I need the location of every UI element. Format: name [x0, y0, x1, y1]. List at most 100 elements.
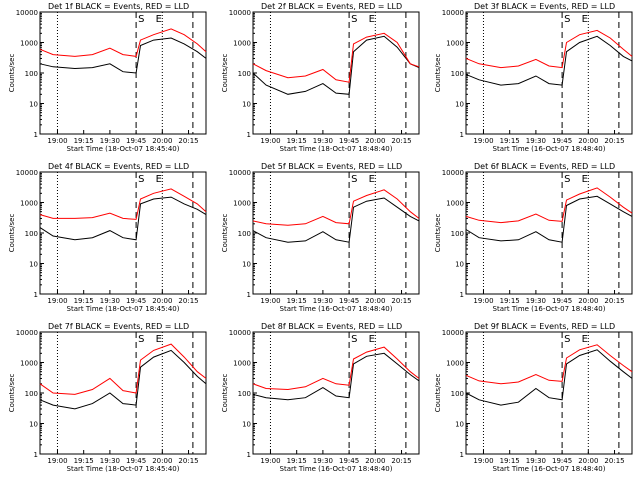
- x-tick-label: 20:00: [578, 137, 598, 145]
- y-axis-label: Counts/sec: [221, 214, 229, 253]
- x-tick-label: 19:45: [126, 457, 146, 465]
- x-axis-label: Start Time (18-Oct-07 18:45:40): [67, 465, 180, 473]
- x-tick-label: 19:45: [552, 457, 572, 465]
- annotation-s: S: [138, 334, 144, 345]
- series-events-line: [252, 35, 420, 95]
- panel-det-2: Det 2f BLACK = Events, RED = LLD 1 10 100 10…: [221, 2, 420, 153]
- panel-title: Det 4f BLACK = Events, RED = LLD: [48, 162, 189, 171]
- x-tick-label: 19:15: [287, 297, 307, 305]
- y-axis-label: Counts/sec: [8, 54, 16, 93]
- x-tick-label: 19:00: [260, 137, 280, 145]
- y-tick-label: 100: [238, 390, 251, 398]
- x-tick-label: 19:15: [74, 297, 94, 305]
- x-tick-label: 19:15: [74, 137, 94, 145]
- x-tick-label: 19:15: [500, 297, 520, 305]
- x-tick-label: 19:15: [500, 137, 520, 145]
- y-tick-label: 10000: [16, 329, 38, 337]
- y-tick-label: 100: [25, 390, 38, 398]
- series-lld-line: [252, 189, 420, 226]
- panel-det-5: Det 5f BLACK = Events, RED = LLD 1 10 100 10…: [221, 162, 420, 313]
- x-tick-label: 19:00: [473, 297, 493, 305]
- y-tick-label: 1: [460, 131, 464, 139]
- series-lld-line: [252, 32, 420, 83]
- x-tick-label: 19:15: [287, 457, 307, 465]
- y-tick-label: 10: [455, 421, 464, 429]
- x-axis-label: Start Time (16-Oct-07 18:48:40): [493, 465, 606, 473]
- y-tick-label: 1: [247, 291, 251, 299]
- series-events-line: [465, 35, 633, 86]
- x-tick-label: 20:00: [365, 457, 385, 465]
- x-tick-label: 19:30: [313, 297, 333, 305]
- y-tick-label: 10000: [229, 9, 251, 17]
- y-tick-label: 1000: [20, 40, 38, 48]
- series-events-line: [39, 37, 207, 74]
- x-axis-label: Start Time (18-Oct-07 18:45:40): [67, 145, 180, 153]
- x-tick-label: 19:45: [126, 297, 146, 305]
- y-axis-label: Counts/sec: [434, 54, 442, 93]
- y-tick-label: 10000: [229, 169, 251, 177]
- x-tick-label: 20:00: [365, 297, 385, 305]
- y-tick-label: 1000: [233, 360, 251, 368]
- y-axis-label: Counts/sec: [434, 374, 442, 413]
- series-events-line: [252, 197, 420, 243]
- y-tick-label: 10: [455, 261, 464, 269]
- y-tick-label: 10: [242, 421, 251, 429]
- x-tick-label: 20:00: [365, 137, 385, 145]
- y-tick-label: 10: [242, 261, 251, 269]
- x-axis-label: Start Time (18-Oct-07 18:48:40): [280, 145, 393, 153]
- panel-title: Det 6f BLACK = Events, RED = LLD: [474, 162, 615, 171]
- y-axis-label: Counts/sec: [8, 214, 16, 253]
- x-tick-label: 19:15: [74, 457, 94, 465]
- x-axis-label: Start Time (16-Oct-07 18:48:40): [280, 465, 393, 473]
- y-tick-label: 1000: [233, 200, 251, 208]
- annotation-s: S: [351, 334, 357, 345]
- annotation-s: S: [138, 174, 144, 185]
- annotation-e: E: [156, 174, 162, 185]
- annotation-e: E: [582, 174, 588, 185]
- x-tick-label: 19:45: [339, 457, 359, 465]
- x-tick-label: 20:00: [152, 457, 172, 465]
- x-tick-label: 19:00: [47, 457, 67, 465]
- x-tick-label: 20:15: [178, 137, 198, 145]
- series-lld-line: [39, 28, 207, 57]
- y-tick-label: 1: [247, 131, 251, 139]
- x-tick-label: 19:00: [473, 457, 493, 465]
- x-tick-label: 19:30: [100, 297, 120, 305]
- panel-title: Det 3f BLACK = Events, RED = LLD: [474, 2, 615, 11]
- y-tick-label: 10: [242, 101, 251, 109]
- series-lld-line: [252, 346, 420, 391]
- x-tick-label: 20:15: [604, 457, 624, 465]
- x-tick-label: 19:00: [47, 137, 67, 145]
- panel-det-9: Det 9f BLACK = Events, RED = LLD 1 10 100 10…: [434, 322, 633, 473]
- x-tick-label: 19:45: [552, 297, 572, 305]
- panel-title: Det 1f BLACK = Events, RED = LLD: [48, 2, 189, 11]
- y-tick-label: 10000: [16, 9, 38, 17]
- annotation-s: S: [564, 334, 570, 345]
- panel-title: Det 7f BLACK = Events, RED = LLD: [48, 322, 189, 331]
- y-tick-label: 100: [451, 70, 464, 78]
- y-tick-label: 10000: [442, 329, 464, 337]
- x-tick-label: 19:30: [526, 137, 546, 145]
- x-tick-label: 19:45: [339, 137, 359, 145]
- annotation-e: E: [369, 174, 375, 185]
- y-tick-label: 10: [455, 101, 464, 109]
- x-tick-label: 19:30: [526, 297, 546, 305]
- y-tick-label: 1: [460, 291, 464, 299]
- annotation-e: E: [156, 14, 162, 25]
- y-tick-label: 100: [238, 70, 251, 78]
- y-tick-label: 100: [25, 70, 38, 78]
- series-events-line: [39, 196, 207, 241]
- x-tick-label: 20:15: [391, 457, 411, 465]
- y-tick-label: 10000: [442, 9, 464, 17]
- annotation-s: S: [138, 14, 144, 25]
- x-tick-label: 19:15: [287, 137, 307, 145]
- x-tick-label: 20:00: [578, 297, 598, 305]
- annotation-s: S: [351, 174, 357, 185]
- x-tick-label: 20:00: [578, 457, 598, 465]
- x-tick-label: 19:30: [100, 457, 120, 465]
- x-tick-label: 19:00: [473, 137, 493, 145]
- annotation-s: S: [564, 174, 570, 185]
- y-tick-label: 1000: [233, 40, 251, 48]
- panel-title: Det 9f BLACK = Events, RED = LLD: [474, 322, 615, 331]
